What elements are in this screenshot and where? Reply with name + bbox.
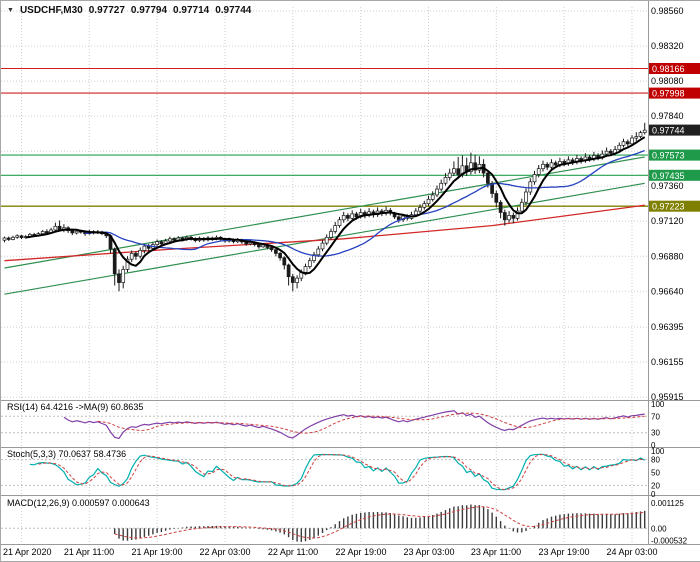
price-axis-label: 0.95915 <box>651 392 684 402</box>
pivot-price-badge <box>649 200 700 212</box>
time-axis-label: 23 Apr 03:00 <box>403 547 455 557</box>
price-axis-label: 0.98080 <box>651 76 684 86</box>
open-value: 0.97727 <box>88 5 125 16</box>
time-axis-label: 22 Apr 11:00 <box>267 547 319 557</box>
macd-signal-line <box>114 506 645 539</box>
support-price-badge <box>649 149 700 161</box>
high-value: 0.97794 <box>130 5 168 16</box>
pivot-price-badge-label: 0.97223 <box>652 202 685 212</box>
stoch-axis-label: 80 <box>651 456 660 465</box>
price-axis-label: 0.96880 <box>651 251 684 261</box>
time-axis-label: 23 Apr 11:00 <box>470 547 522 557</box>
price-axis-label: 0.96395 <box>651 322 684 332</box>
rsi-axis-label: 70 <box>651 412 660 421</box>
stoch-indicator-label: Stoch(5,3,3) 70.0637 58.4736 <box>7 449 127 459</box>
time-axis-label: 21 Apr 11:00 <box>63 547 115 557</box>
time-axis-label: 22 Apr 03:00 <box>199 547 251 557</box>
current-price-badge <box>649 124 700 136</box>
trend-channel-upper <box>4 156 645 269</box>
close-value: 0.97744 <box>215 5 252 16</box>
resistance-price-badge <box>649 87 700 99</box>
macd-axis-label: 0.00 <box>651 524 667 533</box>
macd-histogram <box>113 504 646 542</box>
fast-ma-line <box>25 136 646 275</box>
price-axis-label: 0.97840 <box>651 111 684 121</box>
rsi-ma-line <box>97 412 645 434</box>
slow-ma-line <box>4 204 645 262</box>
rsi-axis-label: 30 <box>651 429 660 438</box>
rsi-axis-label: 0 <box>651 441 656 450</box>
time-axis: 21 Apr 2020 21 Apr 11:00 21 Apr 19:00 22 Ap… <box>1 546 700 561</box>
low-value: 0.97714 <box>173 5 210 16</box>
resistance-price-badge-label: 0.97998 <box>652 89 685 99</box>
rsi-axis-label: 100 <box>651 400 665 409</box>
symbol-dropdown-icon[interactable]: ▼ <box>7 6 14 14</box>
stoch-axis-label: 100 <box>651 447 665 456</box>
symbol-timeframe-label: USDCHF,M30 <box>19 5 83 16</box>
price-axis-label: 0.97360 <box>651 181 684 191</box>
time-axis-label: 24 Apr 03:00 <box>606 547 658 557</box>
stoch-axis-label: 20 <box>651 481 660 490</box>
time-axis-label: 21 Apr 2020 <box>3 547 52 557</box>
candlestick-series <box>2 122 647 292</box>
time-axis-label: 22 Apr 19:00 <box>335 547 387 557</box>
stoch-axis-label: 50 <box>651 469 660 478</box>
price-axis-label: 0.96155 <box>651 357 684 367</box>
trend-channel-lower <box>4 182 645 295</box>
rsi-line <box>63 410 645 440</box>
price-axis-label: 0.96640 <box>651 286 684 296</box>
time-axis-label: 23 Apr 19:00 <box>538 547 590 557</box>
macd-axis-label: -0.000532 <box>651 536 688 545</box>
price-axis-label: 0.98320 <box>651 41 684 51</box>
price-axis-label: 0.98560 <box>651 6 684 16</box>
mid-ma-line <box>85 149 645 257</box>
macd-axis-label: 0.001125 <box>651 499 684 508</box>
chart-header: ▼ USDCHF,M30 0.97727 0.97794 0.97714 0.9… <box>7 5 251 16</box>
stoch-axis-label: 0 <box>651 490 656 499</box>
price-axis-label: 0.97120 <box>651 216 684 226</box>
support-price-badge-label: 0.97435 <box>652 171 685 181</box>
support-price-badge <box>649 169 700 181</box>
rsi-indicator-label: RSI(14) 64.4216 ->MA(9) 60.8635 <box>7 402 144 412</box>
support-price-badge-label: 0.97573 <box>652 151 685 161</box>
current-price-badge-label: 0.97744 <box>652 126 685 136</box>
resistance-price-badge-label: 0.98166 <box>652 64 685 74</box>
resistance-price-badge <box>649 63 700 74</box>
time-axis-label: 21 Apr 19:00 <box>131 547 183 557</box>
macd-indicator-label: MACD(12,26,9) 0.000597 0.000643 <box>7 498 150 508</box>
